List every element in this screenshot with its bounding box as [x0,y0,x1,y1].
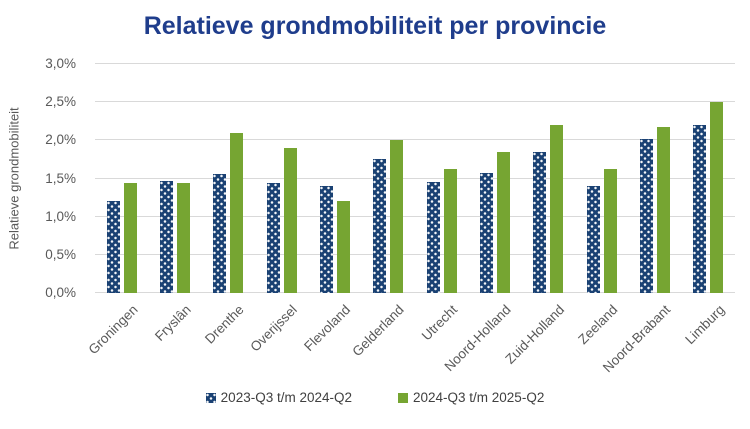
gridline [95,253,735,255]
x-axis-label-cell: Fryslân [148,296,201,384]
x-axis-label: Fryslân [151,302,194,344]
gridline [95,139,735,141]
bar-group [682,64,735,293]
gridlines [95,63,735,293]
x-axis-label-cell: Noord-Holland [441,296,521,384]
x-axis-label-cell: Flevoland [302,296,361,384]
bar-group [575,64,628,293]
x-axis-label-cell: Noord-Brabant [600,296,681,384]
bar [176,183,190,293]
bar-group [148,64,201,293]
plot-area [95,63,735,293]
bar [266,183,280,293]
gridline [95,177,735,179]
x-axis-label: Limburg [681,302,727,348]
bar [639,138,653,293]
bar [426,182,440,293]
bar [479,173,493,293]
gridline [95,101,735,103]
x-axis-label: Groningen [85,302,141,358]
bar [319,186,333,293]
y-axis-tick-label: 1,5% [45,170,76,186]
bar [283,147,297,293]
bar-group [362,64,415,293]
legend-label: 2024-Q3 t/m 2025-Q2 [413,390,545,405]
bar-group [468,64,521,293]
x-axis-label: Utrecht [418,302,461,344]
x-axis-label-cell: Utrecht [415,296,468,384]
gridline [95,63,735,64]
y-axis-tick-label: 1,0% [45,208,76,224]
bar [373,159,387,293]
x-axis-label-cell: Gelderland [350,296,415,384]
bar [533,151,547,293]
bar-group [522,64,575,293]
bar [106,201,120,293]
y-axis-tick-label: 2,5% [45,94,76,110]
x-axis-label-cell: Overijssel [248,296,308,384]
x-axis-label-cell: Groningen [85,296,148,384]
y-axis-tick-label: 3,0% [45,56,76,71]
bar [586,186,600,293]
x-axis-label: Flevoland [301,302,354,355]
bar-group [415,64,468,293]
bar-group [628,64,681,293]
bars-row [95,64,735,293]
x-axis-label-cell: Drenthe [202,296,255,384]
bar [213,173,227,293]
bar [656,127,670,293]
gridline [95,292,735,293]
bar [603,169,617,293]
chart-title: Relatieve grondmobiliteit per provincie [143,12,607,40]
bar [159,180,173,293]
bar [336,201,350,293]
bar-group [202,64,255,293]
y-axis-tick-label: 0,5% [45,246,76,262]
bar [550,125,564,293]
legend-marker [205,392,216,403]
bar [710,102,724,293]
x-axis-label: Zeeland [575,302,621,348]
legend: 2023-Q3 t/m 2024-Q2 2024-Q3 t/m 2025-Q2 [0,390,750,405]
bar [443,169,457,293]
bar-group [95,64,148,293]
bar [693,125,707,293]
x-axis-label-cell: Zuid-Holland [502,296,575,384]
bar [390,140,404,293]
x-axis-label-cell: Limburg [682,296,735,384]
legend-label: 2023-Q3 t/m 2024-Q2 [220,390,352,405]
y-axis-tick-label: 2,0% [45,132,76,148]
x-axis-label: Drenthe [202,302,247,347]
bar [123,183,137,293]
gridline [95,215,735,217]
legend-item: 2023-Q3 t/m 2024-Q2 [205,390,352,405]
x-axis-label-cell: Zeeland [575,296,628,384]
x-axis-labels: Groningen Fryslân Drenthe Overijssel Flevola… [85,296,735,384]
y-axis-tick-label: 0,0% [45,285,76,300]
bar [230,132,244,293]
y-axis-labels: 0,0% 0,5% 1,0% 1,5% 2,0% 2,5% 3,0% [0,56,86,300]
legend-item: 2024-Q3 t/m 2025-Q2 [398,390,544,405]
bar [496,151,510,293]
legend-marker [398,392,408,403]
bar-group [308,64,361,293]
x-axis-label: Overijssel [247,302,301,355]
bar-group [255,64,308,293]
